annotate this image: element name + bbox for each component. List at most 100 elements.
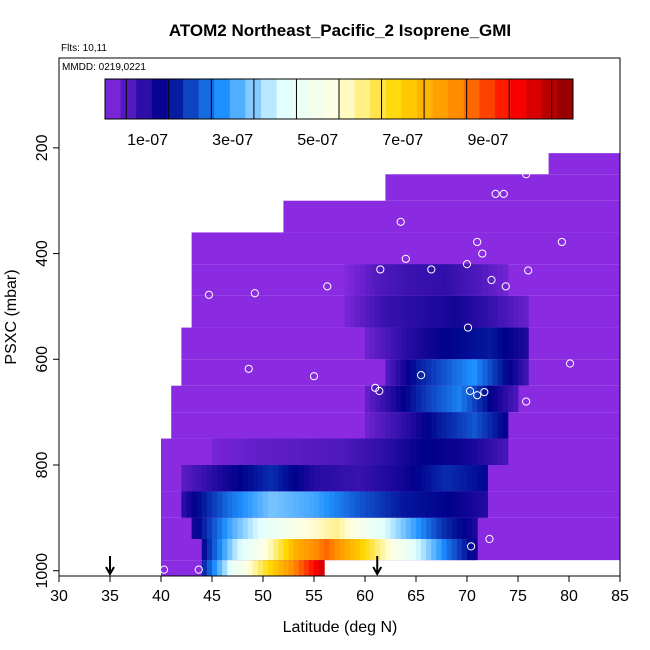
field-cell (518, 327, 524, 360)
field-cell (431, 385, 437, 413)
field-cell (523, 359, 529, 386)
field-cell (400, 327, 407, 360)
field-cell (186, 491, 193, 518)
latitude-arrows (105, 556, 383, 577)
field-cell (451, 539, 458, 561)
field-cell (487, 412, 493, 439)
field-cell (217, 438, 223, 465)
colorbar-segment (198, 79, 215, 119)
field-cell (283, 465, 289, 492)
field-cell (380, 295, 386, 328)
field-cell (446, 264, 453, 296)
field-cell (446, 438, 453, 465)
field-cell (375, 465, 381, 492)
field-cell (308, 560, 315, 576)
field-cell (441, 385, 448, 413)
field-cell (283, 491, 289, 518)
field-cell (441, 491, 448, 518)
field-cell (502, 412, 509, 439)
field-cell (426, 385, 432, 413)
field-cell (451, 385, 458, 413)
field-cell (242, 517, 249, 539)
field-cell (370, 539, 376, 561)
field-cell (370, 295, 376, 328)
field-cell (303, 560, 310, 576)
field-cell (385, 359, 391, 386)
field-cell (421, 412, 427, 439)
field-row-0 (548, 153, 620, 175)
field-cell (421, 295, 427, 328)
field-cell (416, 412, 422, 439)
field-cell (298, 517, 305, 539)
x-tick-label: 65 (407, 588, 425, 605)
field-cell (273, 491, 279, 518)
field-cell (227, 539, 233, 561)
field-cell (390, 264, 397, 296)
flight-point (501, 282, 510, 291)
colorbar-segment (541, 79, 558, 119)
field-cell (431, 539, 437, 561)
y-tick-label: 1000 (34, 553, 51, 589)
field-cell (222, 560, 228, 576)
field-cell (512, 385, 519, 413)
field-cell (334, 517, 340, 539)
field-cell (395, 491, 402, 518)
field-cell (339, 539, 346, 561)
field-cell (487, 359, 493, 386)
field-cell (497, 264, 504, 296)
field-cell (487, 327, 493, 360)
field-cell (436, 491, 442, 518)
field-cell (359, 517, 366, 539)
field-cell (206, 560, 213, 576)
field-cell (436, 295, 442, 328)
field-cell (349, 539, 356, 561)
arrow-head (105, 566, 115, 577)
field-cell (314, 539, 320, 561)
field-cell (319, 560, 325, 576)
field-cell (400, 295, 407, 328)
field-cell (324, 491, 330, 518)
field-cell (365, 295, 371, 328)
field-cell (359, 491, 366, 518)
field-cell (329, 465, 335, 492)
field-cell (482, 327, 488, 360)
arrow-head (372, 566, 383, 577)
field-cell (334, 465, 340, 492)
colorbar-segment (339, 79, 355, 119)
field-cell (334, 539, 340, 561)
colorbar-segment (323, 79, 340, 119)
field-cell (405, 327, 412, 360)
field-cell (487, 385, 493, 413)
colorbar-segment (510, 79, 527, 119)
field-cell (472, 385, 478, 413)
field-cell (257, 491, 264, 518)
field-cell (518, 295, 524, 328)
x-tick-label: 80 (560, 588, 578, 605)
field-cell (426, 264, 432, 296)
flight-point (401, 254, 410, 263)
field-cell (446, 385, 453, 413)
flight-point (480, 387, 489, 397)
field-cell (467, 465, 473, 492)
field-cell (502, 295, 509, 328)
field-cell (201, 517, 208, 539)
field-cell (456, 539, 463, 561)
field-cell (426, 327, 432, 360)
y-tick-label: 800 (34, 452, 51, 479)
field-cell (502, 359, 509, 386)
field-cell (421, 539, 427, 561)
field-cell (344, 438, 351, 465)
field-cell (426, 539, 432, 561)
field-cell (523, 327, 529, 360)
field-cell (451, 517, 458, 539)
x-tick-label: 40 (152, 588, 170, 605)
field-cell (410, 264, 417, 296)
field-cell (181, 491, 187, 518)
field-cell (278, 438, 284, 465)
field-cell (349, 517, 356, 539)
field-cell (431, 264, 437, 296)
field-cell (349, 438, 356, 465)
field-cell (441, 438, 448, 465)
y-tick-label: 400 (34, 240, 51, 267)
field-cell (242, 560, 249, 576)
